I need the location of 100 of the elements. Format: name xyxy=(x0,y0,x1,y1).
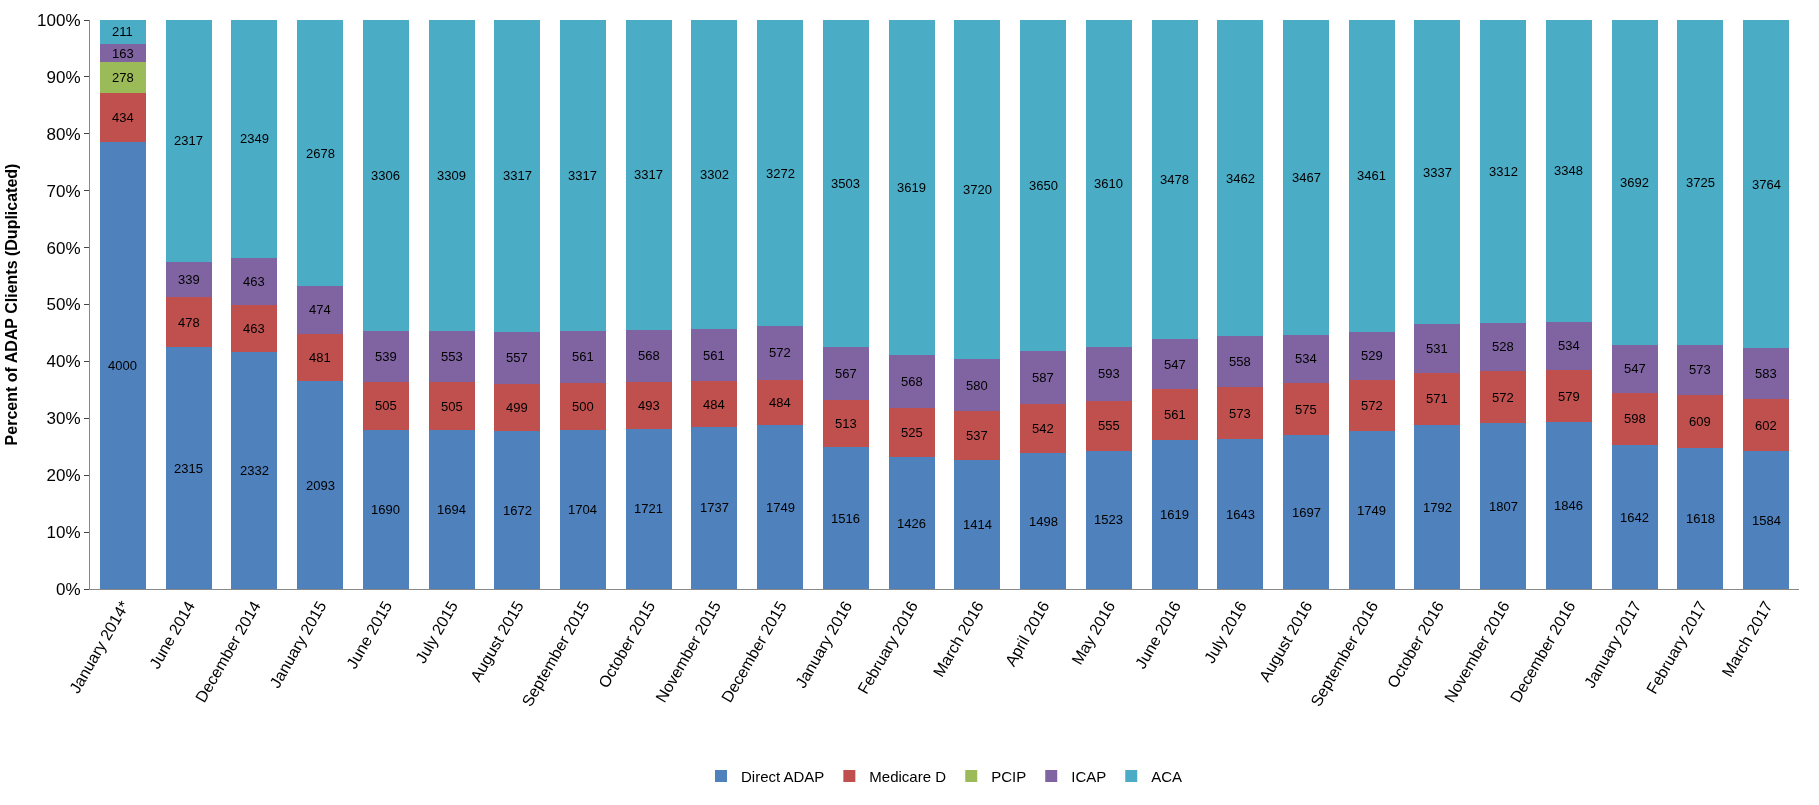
annotation: 3272 xyxy=(766,166,795,181)
annotation: 1721 xyxy=(634,501,663,516)
annotation: 1618 xyxy=(1686,511,1715,526)
bar xyxy=(1085,20,1132,348)
bar xyxy=(494,331,541,385)
annotation: 3650 xyxy=(1029,178,1058,193)
bar xyxy=(1414,324,1461,373)
annotation: 463 xyxy=(243,321,265,336)
annotation: 587 xyxy=(1032,370,1054,385)
bar xyxy=(1677,447,1724,589)
bar xyxy=(1283,334,1330,384)
bar xyxy=(1743,20,1790,349)
annotation: 3337 xyxy=(1423,165,1452,180)
bar xyxy=(297,381,344,589)
bar xyxy=(165,20,212,262)
bar xyxy=(1545,321,1592,370)
bar xyxy=(1743,348,1790,399)
annotation: 583 xyxy=(1755,366,1777,381)
bar xyxy=(362,429,409,589)
annotation: 1426 xyxy=(897,516,926,531)
bar xyxy=(428,382,475,430)
annotation: 3302 xyxy=(700,167,729,182)
y-tick-label: 50% xyxy=(46,295,81,315)
bar xyxy=(1217,439,1264,589)
annotation: 1792 xyxy=(1423,500,1452,515)
y-tick-label: 90% xyxy=(46,67,81,87)
annotation: 339 xyxy=(178,272,200,287)
bar xyxy=(1348,331,1395,380)
bar xyxy=(1611,445,1658,589)
annotation: 547 xyxy=(1624,361,1646,376)
annotation: 3692 xyxy=(1620,175,1649,190)
annotation: 1619 xyxy=(1160,507,1189,522)
bar xyxy=(99,20,146,44)
bar xyxy=(625,382,672,429)
bar xyxy=(1283,20,1330,335)
annotation: 463 xyxy=(243,274,265,289)
y-tick-label: 40% xyxy=(46,352,81,372)
bar xyxy=(1151,389,1198,441)
bar xyxy=(165,297,212,348)
y-tick-label: 70% xyxy=(46,181,81,201)
annotation: 534 xyxy=(1558,338,1580,353)
annotation: 211 xyxy=(112,24,133,39)
annotation: 1643 xyxy=(1226,507,1255,522)
annotation: 3610 xyxy=(1094,176,1123,191)
bar xyxy=(362,331,409,382)
annotation: 525 xyxy=(901,425,923,440)
annotation: 598 xyxy=(1624,411,1646,426)
bar xyxy=(99,93,146,142)
annotation: 561 xyxy=(572,349,594,364)
annotation: 568 xyxy=(901,374,923,389)
annotation: 481 xyxy=(309,350,331,365)
bar xyxy=(1677,394,1724,448)
annotation: 3720 xyxy=(963,182,992,197)
annotation: 484 xyxy=(769,395,791,410)
y-tick-label: 30% xyxy=(46,409,81,429)
annotation: 572 xyxy=(1361,398,1383,413)
bar xyxy=(1085,450,1132,589)
bar xyxy=(297,286,344,334)
annotation: 478 xyxy=(178,315,200,330)
annotation: 1846 xyxy=(1554,498,1583,513)
annotation: 572 xyxy=(1492,390,1514,405)
annotation: 1523 xyxy=(1094,512,1123,527)
annotation: 1694 xyxy=(437,502,466,517)
annotation: 558 xyxy=(1229,354,1251,369)
annotation: 568 xyxy=(638,348,660,363)
bar xyxy=(1020,20,1067,351)
bar xyxy=(1743,451,1790,589)
bar xyxy=(494,20,541,332)
bar xyxy=(757,425,804,589)
y-tick-label: 0% xyxy=(56,579,81,599)
annotation: 1690 xyxy=(371,502,400,517)
annotation: 593 xyxy=(1098,366,1120,381)
bar xyxy=(231,305,278,353)
bar xyxy=(888,355,935,409)
annotation: 278 xyxy=(112,70,134,85)
annotation: 4000 xyxy=(108,358,137,373)
bar xyxy=(297,20,344,287)
bar xyxy=(1611,344,1658,393)
bar xyxy=(99,62,146,94)
bar xyxy=(1348,20,1395,332)
bar xyxy=(428,20,475,331)
annotation: 1807 xyxy=(1489,499,1518,514)
annotation: 553 xyxy=(441,349,463,364)
annotation: 1642 xyxy=(1620,510,1649,525)
bar xyxy=(1480,371,1527,424)
annotation: 3317 xyxy=(503,168,532,183)
annotation: 493 xyxy=(638,398,660,413)
annotation: 484 xyxy=(703,397,725,412)
bar xyxy=(1677,20,1724,345)
bar xyxy=(822,447,869,589)
bar xyxy=(1545,422,1592,589)
bar xyxy=(1151,440,1198,589)
y-tick-label: 100% xyxy=(37,10,81,30)
y-tick-label: 60% xyxy=(46,238,81,258)
legend-label: ICAP xyxy=(1071,767,1107,785)
bar xyxy=(559,429,606,589)
bar xyxy=(1217,336,1264,388)
legend-label: ACA xyxy=(1151,767,1183,785)
bar xyxy=(625,329,672,383)
bar xyxy=(494,384,541,432)
